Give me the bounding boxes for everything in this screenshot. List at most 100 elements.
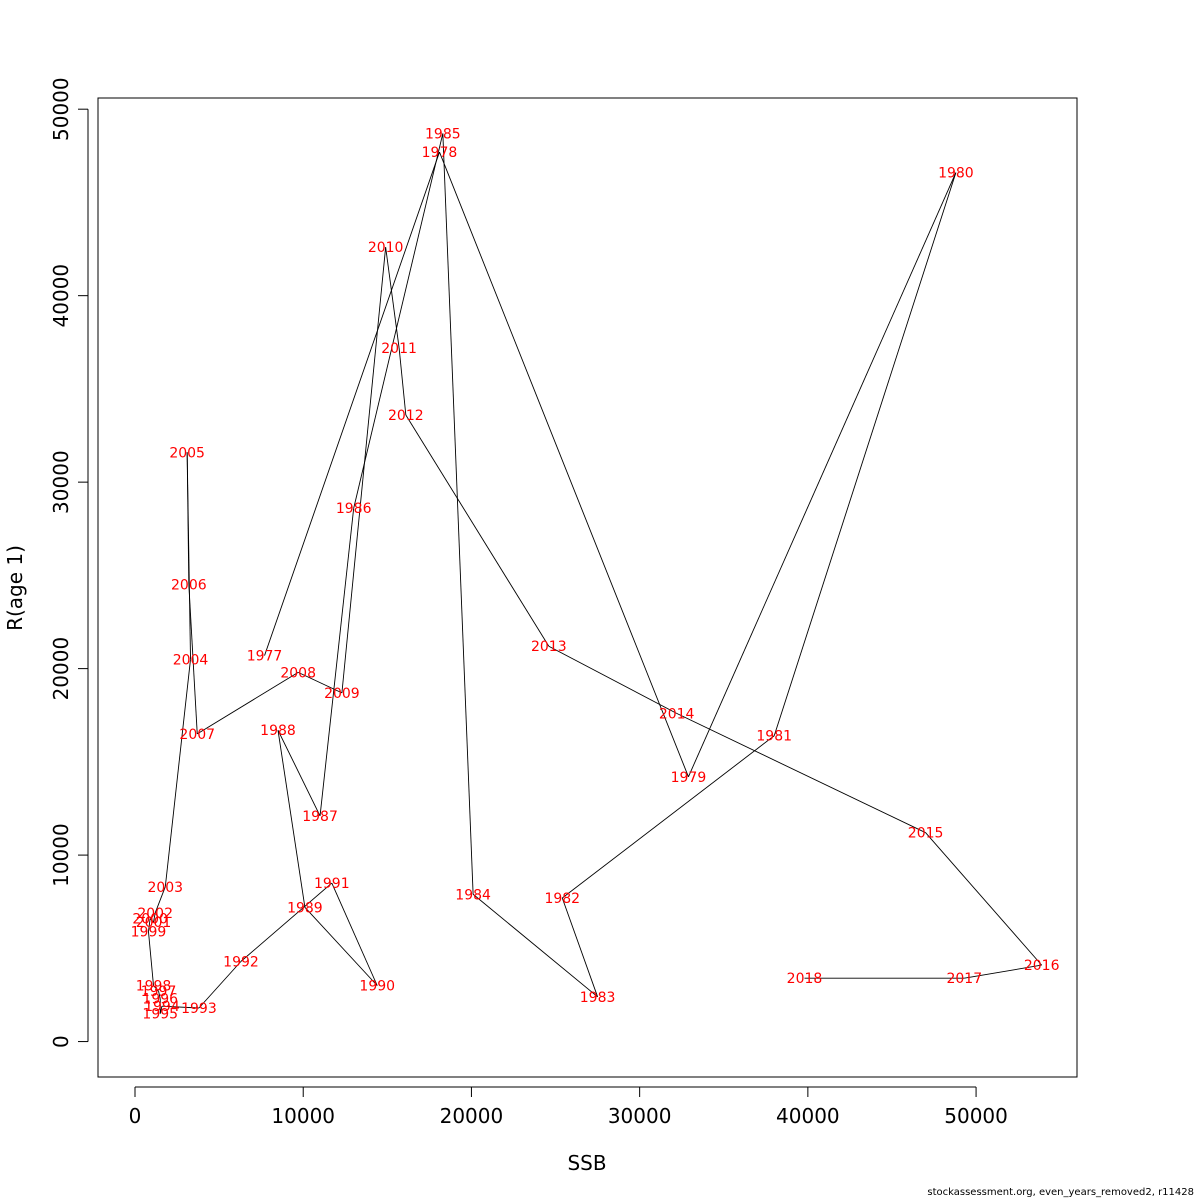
segment-1983-1984	[472, 893, 598, 998]
point-label-2009: 2009	[324, 686, 360, 702]
point-label-2004: 2004	[173, 652, 209, 668]
point-label-2007: 2007	[179, 727, 215, 743]
x-tick-label: 50000	[944, 1104, 1008, 1128]
x-axis-label: SSB	[567, 1151, 606, 1175]
segment-2006-2007	[188, 584, 198, 734]
point-label-2013: 2013	[531, 639, 567, 655]
point-label-2005: 2005	[169, 445, 205, 461]
segment-1982-1983	[561, 897, 599, 997]
segment-1991-1992	[240, 882, 333, 962]
point-label-1988: 1988	[260, 723, 296, 739]
segment-2005-2006	[186, 452, 190, 585]
segment-2011-2012	[398, 347, 407, 416]
y-tick-label: 30000	[49, 450, 73, 514]
point-label-1997: 1997	[141, 984, 177, 1000]
point-label-2015: 2015	[908, 826, 944, 842]
point-label-2012: 2012	[388, 408, 424, 424]
point-label-1987: 1987	[302, 809, 338, 825]
point-label-2002: 2002	[137, 906, 173, 922]
plot-area	[97, 97, 1078, 1078]
point-label-1981: 1981	[756, 729, 792, 745]
point-label-2001: 2001	[136, 915, 172, 931]
point-label-1982: 1982	[544, 891, 580, 907]
segment-1985-1986	[353, 133, 444, 509]
point-label-2017: 2017	[946, 971, 982, 987]
segment-1979-1980	[688, 172, 957, 777]
point-label-1984: 1984	[455, 887, 491, 903]
y-tick-label: 0	[49, 1035, 73, 1048]
trajectory-lines	[148, 133, 1043, 1014]
point-label-1998: 1998	[136, 979, 172, 995]
segment-2014-2015	[676, 712, 926, 834]
point-label-1989: 1989	[287, 900, 323, 916]
x-tick-label: 10000	[271, 1104, 335, 1128]
segment-1992-1993	[198, 961, 242, 1009]
point-label-1993: 1993	[181, 1001, 217, 1017]
y-tick-label: 50000	[49, 77, 73, 141]
segment-2013-2014	[548, 645, 677, 714]
segment-1978-1979	[439, 151, 689, 777]
year-labels: 1977 1978 1979 1980 1981 1982 1983 1984 1985 1986…	[131, 126, 1060, 1022]
footer-note: stockassessment.org, even_years_removed2…	[927, 1187, 1194, 1198]
plot-frame	[97, 97, 1078, 1078]
segment-1980-1981	[773, 172, 957, 736]
point-label-2011: 2011	[381, 341, 417, 357]
point-label-1980: 1980	[938, 166, 974, 182]
point-label-2006: 2006	[171, 578, 207, 594]
segment-1977-1978	[264, 151, 440, 656]
x-tick-label: 0	[129, 1104, 142, 1128]
segment-2007-2008	[197, 671, 299, 735]
y-tick-label: 10000	[49, 823, 73, 887]
segment-2016-2017	[964, 964, 1042, 979]
y-tick-label: 40000	[49, 264, 73, 328]
x-tick-label: 30000	[608, 1104, 672, 1128]
point-label-1991: 1991	[314, 876, 350, 892]
segment-2015-2016	[925, 832, 1043, 966]
x-tick-label: 40000	[776, 1104, 840, 1128]
segment-2009-2010	[341, 247, 387, 693]
segment-1988-1989	[277, 730, 306, 908]
segment-2000-2001	[149, 918, 154, 923]
segment-1987-1988	[277, 729, 321, 817]
point-label-1979: 1979	[671, 770, 707, 786]
segment-1981-1982	[561, 735, 775, 899]
point-label-2010: 2010	[368, 240, 404, 256]
point-label-1992: 1992	[223, 954, 259, 970]
segment-2002-2003	[154, 886, 166, 914]
segment-1999-2000	[148, 918, 151, 932]
point-label-1995: 1995	[142, 1007, 178, 1023]
segment-1986-1987	[319, 508, 355, 816]
y-tick-label: 20000	[49, 637, 73, 701]
point-label-1996: 1996	[142, 992, 178, 1008]
segment-1993-1994	[161, 1005, 199, 1009]
point-label-2003: 2003	[147, 880, 183, 896]
point-label-1978: 1978	[422, 145, 458, 161]
point-label-1977: 1977	[247, 649, 283, 665]
point-label-2014: 2014	[659, 706, 695, 722]
segment-2012-2013	[405, 414, 550, 647]
segment-2008-2009	[297, 671, 343, 694]
point-label-2008: 2008	[280, 665, 316, 681]
segment-1997-1998	[153, 985, 159, 992]
axes: 0 10000 20000 30000 40000 50000 0 10000 20000 300…	[49, 77, 1008, 1128]
point-label-1983: 1983	[580, 990, 616, 1006]
x-tick-label: 20000	[440, 1104, 504, 1128]
point-label-1994: 1994	[144, 999, 180, 1015]
point-label-1990: 1990	[359, 979, 395, 995]
segment-1996-1997	[158, 991, 161, 999]
point-label-1986: 1986	[336, 501, 372, 517]
point-label-2018: 2018	[787, 971, 823, 987]
segment-1984-1985	[442, 133, 474, 895]
point-label-2016: 2016	[1024, 958, 1060, 974]
segment-1998-1999	[148, 931, 154, 986]
point-label-1985: 1985	[425, 126, 461, 142]
segment-2001-2002	[153, 912, 156, 923]
y-axis-label: R(age 1)	[3, 545, 27, 631]
segment-1989-1990	[304, 907, 378, 986]
segment-1990-1991	[331, 882, 378, 986]
segment-2003-2004	[164, 659, 191, 887]
segment-2010-2011	[385, 247, 400, 348]
point-label-1999: 1999	[131, 925, 167, 941]
point-label-2000: 2000	[132, 911, 168, 927]
